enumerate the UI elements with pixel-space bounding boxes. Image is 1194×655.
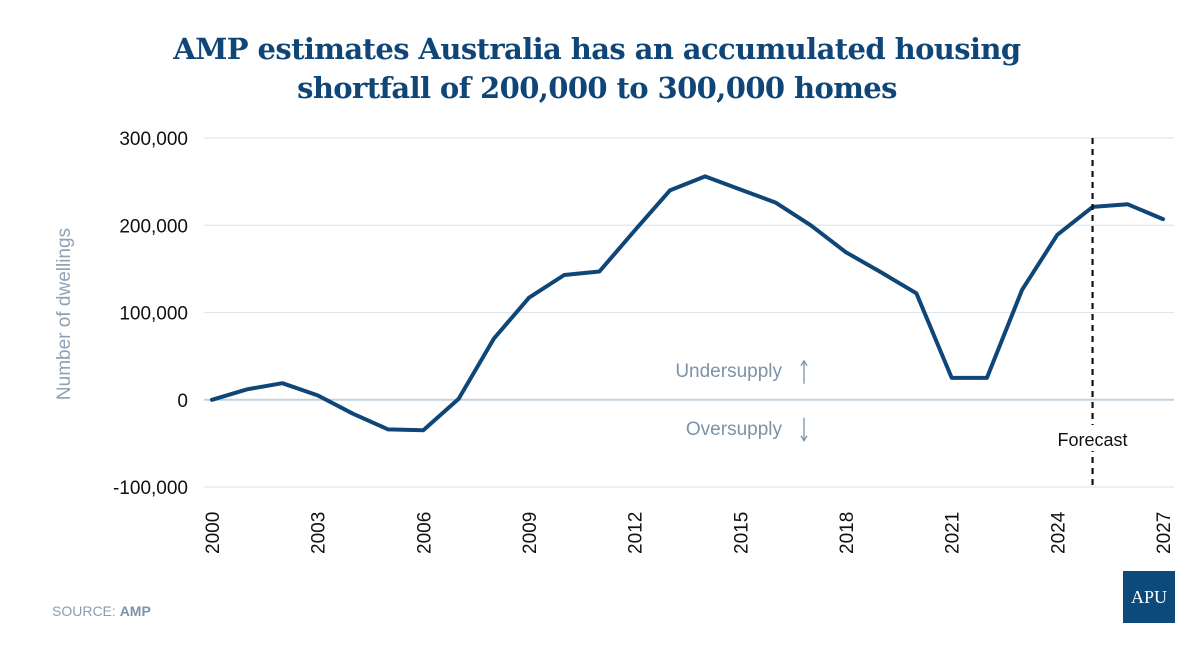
x-axis-ticks: 2000 2003 2006 2009 2012 2015 2018 2021 2024 2027 — [203, 511, 1175, 554]
source-prefix: SOURCE: — [52, 603, 120, 619]
forecast-label-background — [1046, 425, 1139, 451]
oversupply-label: Oversupply — [686, 419, 783, 440]
apu-logo: APU — [1123, 571, 1175, 623]
x-tick-label: 2012 — [626, 512, 647, 554]
chart-title: AMP estimates Australia has an accumulat… — [0, 30, 1194, 108]
y-axis-ticks: 300,000 200,000 100,000 0 -100,000 — [113, 129, 188, 499]
x-tick-label: 2021 — [943, 512, 964, 554]
y-tick-label: -100,000 — [113, 478, 188, 499]
x-tick-label: 2018 — [837, 512, 858, 554]
y-tick-label: 200,000 — [119, 216, 188, 237]
up-arrow-icon — [800, 359, 808, 384]
x-tick-label: 2000 — [203, 512, 224, 554]
y-axis-label: Number of dwellings — [54, 228, 75, 400]
source-note: SOURCE: AMP — [52, 603, 151, 619]
y-tick-label: 300,000 — [119, 129, 188, 150]
down-arrow-icon — [800, 417, 808, 443]
source-name: AMP — [119, 603, 151, 619]
x-tick-label: 2027 — [1154, 512, 1175, 554]
y-tick-label: 100,000 — [119, 304, 188, 325]
x-tick-label: 2009 — [520, 512, 541, 554]
y-tick-label: 0 — [177, 391, 188, 412]
chart-title-line-1: AMP estimates Australia has an accumulat… — [173, 32, 1021, 66]
x-tick-label: 2003 — [309, 512, 330, 554]
undersupply-label: Undersupply — [675, 361, 782, 382]
series-points — [211, 176, 1164, 431]
chart-title-line-2: shortfall of 200,000 to 300,000 homes — [297, 71, 897, 105]
x-tick-label: 2015 — [731, 512, 752, 554]
x-tick-label: 2024 — [1048, 511, 1069, 554]
series-line — [210, 174, 1165, 433]
forecast-label: Forecast — [1058, 430, 1128, 450]
x-tick-label: 2006 — [414, 512, 435, 554]
